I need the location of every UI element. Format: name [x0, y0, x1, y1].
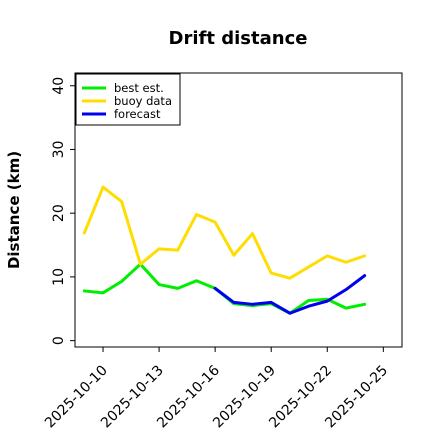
data-point-best-est [120, 280, 123, 283]
y-axis: 0 10 20 30 40 [51, 77, 75, 345]
data-point-forecast [344, 288, 348, 291]
data-point-buoy-data [232, 254, 236, 257]
data-point-buoy-data [363, 254, 366, 258]
data-point-buoy-data [195, 213, 198, 216]
chart-title: Drift distance [169, 28, 308, 49]
data-point-buoy-data [288, 276, 292, 280]
data-point-forecast [251, 303, 254, 306]
data-point-best-est [83, 289, 86, 293]
data-point-best-est [307, 299, 310, 302]
legend: best est. buoy data forecast [75, 73, 181, 126]
data-point-buoy-data [101, 185, 105, 189]
y-tick-label: 10 [51, 268, 67, 286]
series-line-buoy-data [82, 185, 367, 280]
data-point-buoy-data [157, 247, 161, 251]
data-point-forecast [326, 299, 329, 303]
data-point-best-est [363, 303, 366, 306]
series-line-best-est [82, 262, 367, 315]
data-point-forecast [213, 287, 217, 290]
y-axis-title: Distance (km) [5, 151, 23, 269]
y-tick-label: 0 [51, 336, 67, 345]
legend-label-best-est: best est. [114, 81, 164, 95]
data-point-forecast [232, 301, 236, 304]
data-point-buoy-data [344, 261, 348, 264]
data-point-best-est [157, 283, 161, 286]
legend-label-buoy-data: buoy data [114, 94, 172, 108]
series-layer [82, 185, 367, 315]
data-point-buoy-data [120, 200, 123, 203]
data-point-best-est [101, 291, 105, 295]
data-point-buoy-data [213, 220, 217, 224]
data-point-forecast [307, 305, 310, 308]
y-tick-label: 20 [51, 204, 67, 222]
y-tick-label: 30 [51, 141, 67, 159]
data-point-forecast [288, 312, 292, 315]
data-point-buoy-data [326, 254, 329, 258]
data-point-buoy-data [176, 248, 179, 252]
data-point-buoy-data [270, 271, 273, 275]
data-point-buoy-data [83, 231, 86, 235]
data-point-forecast [363, 274, 366, 277]
plot-frame [74, 72, 403, 348]
data-point-buoy-data [251, 232, 254, 235]
y-tick-label: 40 [51, 77, 67, 95]
x-axis: 2025-10-102025-10-132025-10-162025-10-19… [42, 347, 391, 431]
data-point-forecast [270, 301, 273, 304]
data-point-best-est [195, 279, 198, 282]
data-point-best-est [344, 306, 348, 310]
data-point-buoy-data [139, 262, 142, 266]
legend-label-forecast: forecast [114, 107, 161, 121]
data-point-best-est [176, 287, 179, 290]
